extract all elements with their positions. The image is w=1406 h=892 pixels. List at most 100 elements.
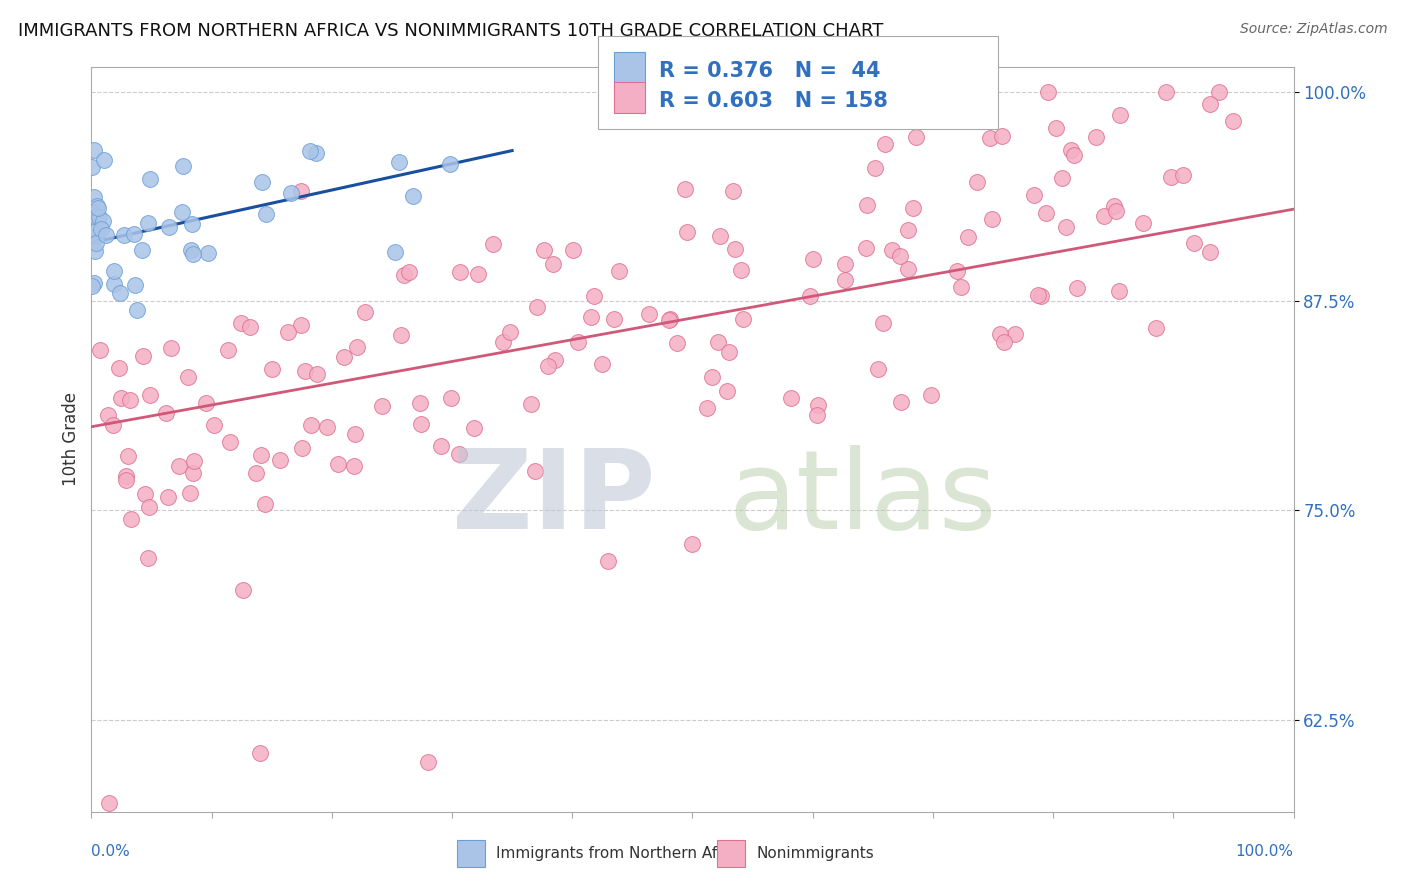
Point xyxy=(702,370,724,384)
Point xyxy=(124,227,146,241)
Point xyxy=(402,189,425,203)
Point xyxy=(115,474,138,488)
Text: Source: ZipAtlas.com: Source: ZipAtlas.com xyxy=(1240,22,1388,37)
Point xyxy=(84,229,107,244)
Point xyxy=(799,288,821,302)
Point xyxy=(834,257,856,271)
Point xyxy=(801,252,824,267)
Point xyxy=(127,302,149,317)
Point xyxy=(181,467,204,481)
Point xyxy=(697,85,720,99)
Point xyxy=(232,583,254,598)
Point xyxy=(591,357,613,371)
Point xyxy=(675,225,697,239)
Point xyxy=(707,334,730,349)
Point xyxy=(82,206,104,220)
Point xyxy=(157,490,180,504)
Point xyxy=(897,223,920,237)
Point xyxy=(250,448,273,462)
Text: ZIP: ZIP xyxy=(451,445,655,552)
Text: Immigrants from Northern Africa: Immigrants from Northern Africa xyxy=(496,847,747,861)
Point xyxy=(84,235,107,250)
Point xyxy=(807,398,830,412)
Point xyxy=(180,243,202,257)
Point xyxy=(868,361,890,376)
Point xyxy=(638,307,661,321)
Point xyxy=(449,265,471,279)
Point xyxy=(90,222,112,236)
Point xyxy=(115,469,138,483)
Point xyxy=(492,335,515,350)
Point xyxy=(562,244,585,258)
Point xyxy=(567,334,589,349)
Point xyxy=(194,396,217,410)
Point xyxy=(290,318,312,332)
Point xyxy=(239,319,262,334)
Point xyxy=(889,249,911,263)
Point xyxy=(172,205,194,219)
Point xyxy=(439,157,461,171)
Point xyxy=(389,328,412,343)
Text: R = 0.376   N =  44: R = 0.376 N = 44 xyxy=(659,61,882,81)
Point xyxy=(730,263,752,277)
Point xyxy=(139,387,162,401)
Point xyxy=(179,485,201,500)
Point xyxy=(990,326,1012,341)
Point xyxy=(83,276,105,290)
Point xyxy=(991,128,1014,143)
Point xyxy=(544,353,567,368)
Point xyxy=(253,497,276,511)
Point xyxy=(305,145,328,160)
Point xyxy=(533,243,555,257)
Y-axis label: 10th Grade: 10th Grade xyxy=(62,392,80,486)
Point xyxy=(110,285,132,300)
Point xyxy=(138,500,160,514)
Point xyxy=(134,487,156,501)
Point xyxy=(120,511,142,525)
Point xyxy=(112,227,135,242)
Point xyxy=(429,439,451,453)
Point xyxy=(299,418,322,433)
Point xyxy=(229,316,252,330)
Point xyxy=(598,554,620,568)
Point xyxy=(1104,199,1126,213)
Point xyxy=(131,243,153,257)
Point xyxy=(1045,121,1067,136)
Point xyxy=(524,465,547,479)
Point xyxy=(177,370,200,384)
Point xyxy=(1132,216,1154,230)
Point xyxy=(118,393,141,408)
Point xyxy=(110,392,132,406)
Point xyxy=(890,395,912,409)
Point xyxy=(93,153,115,168)
Point xyxy=(482,237,505,252)
Point xyxy=(780,391,803,405)
Point xyxy=(875,136,897,151)
Point xyxy=(1199,97,1222,112)
Point xyxy=(343,458,366,473)
Point xyxy=(384,244,406,259)
Point xyxy=(897,262,920,277)
Point xyxy=(467,267,489,281)
Point xyxy=(980,212,1002,227)
Point xyxy=(392,268,415,282)
Point xyxy=(1066,281,1088,295)
Point xyxy=(416,755,439,769)
Point xyxy=(160,341,183,355)
Point xyxy=(882,243,904,257)
Point xyxy=(89,343,111,358)
Point xyxy=(183,454,205,468)
Point xyxy=(86,199,108,213)
Point xyxy=(87,210,110,224)
Point xyxy=(298,145,321,159)
Point xyxy=(80,160,103,174)
Point xyxy=(1063,148,1085,162)
Point xyxy=(709,228,731,243)
Point xyxy=(245,466,267,480)
Point xyxy=(157,220,180,235)
Point xyxy=(1052,170,1074,185)
Point xyxy=(658,312,681,326)
Point xyxy=(718,344,741,359)
Point xyxy=(520,397,543,411)
Point xyxy=(993,335,1015,350)
